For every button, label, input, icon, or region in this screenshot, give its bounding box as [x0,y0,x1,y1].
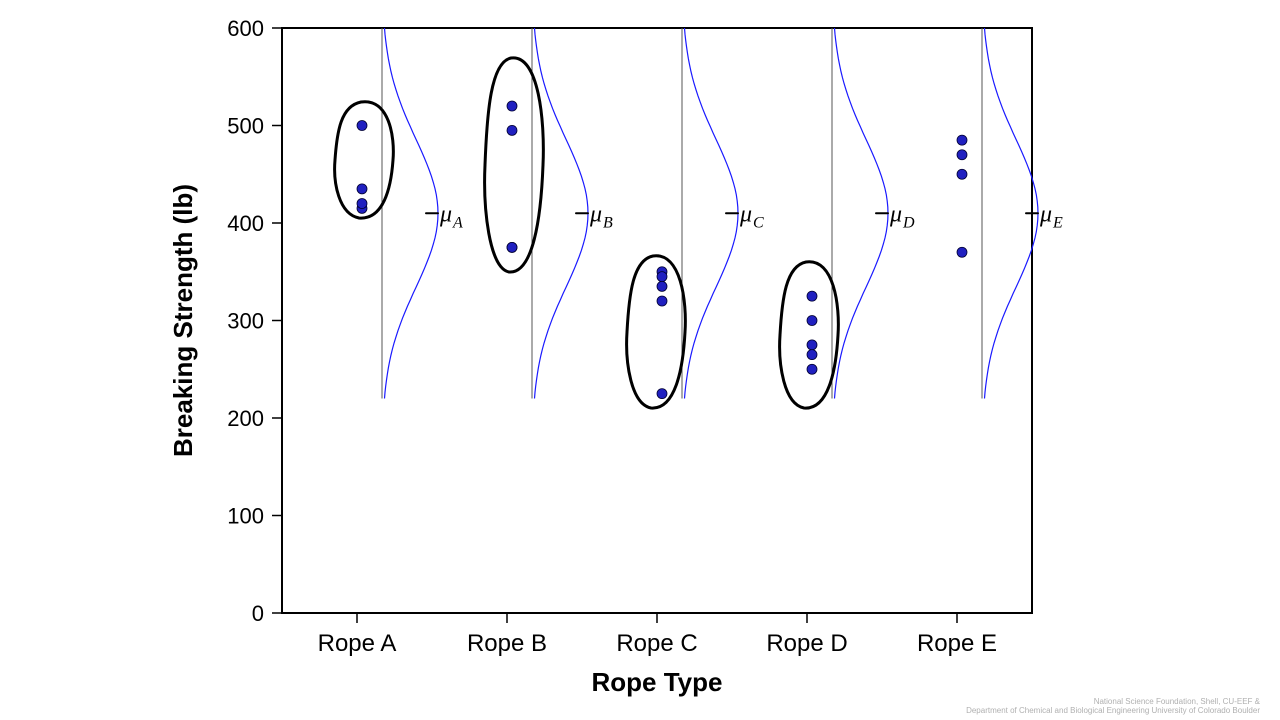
data-point [807,316,817,326]
category-label: Rope D [766,630,847,657]
cluster-circle [627,256,686,408]
category-label: Rope B [467,630,547,657]
data-point [807,340,817,350]
mu-label: μB [589,201,613,231]
ytick-label: 100 [227,504,264,529]
data-point [807,350,817,360]
footer-attribution: National Science Foundation, Shell, CU-E… [966,698,1260,716]
mu-label: μA [439,201,463,231]
ytick-label: 200 [227,406,264,431]
mu-label: μC [739,201,764,231]
x-axis-title: Rope Type [592,667,723,697]
data-point [957,247,967,257]
data-point [957,135,967,145]
category-label: Rope C [616,630,697,657]
data-point [807,291,817,301]
data-point [957,150,967,160]
data-point [657,272,667,282]
breaking-strength-chart: 0 100 200 300 400 500 600 Breaking Strength (lb… [0,0,1280,720]
data-point [957,169,967,179]
data-point [357,121,367,131]
footer-line2: Department of Chemical and Biological En… [966,707,1260,716]
category-label: Rope E [917,630,997,657]
data-point [657,389,667,399]
data-point [357,184,367,194]
data-point [657,296,667,306]
ytick-label: 400 [227,211,264,236]
data-point [807,364,817,374]
cluster-circle [485,58,544,272]
data-point [507,101,517,111]
data-point [507,242,517,252]
data-point [357,199,367,209]
mu-label: μE [1039,201,1063,231]
data-point [657,281,667,291]
data-point [507,125,517,135]
ytick-label: 600 [227,16,264,41]
ytick-label: 0 [252,601,264,626]
mu-label: μD [889,201,915,231]
ytick-label: 500 [227,114,264,139]
ytick-label: 300 [227,309,264,334]
cluster-circle [780,262,839,408]
category-label: Rope A [318,630,397,657]
y-axis-title: Breaking Strength (lb) [168,184,198,457]
